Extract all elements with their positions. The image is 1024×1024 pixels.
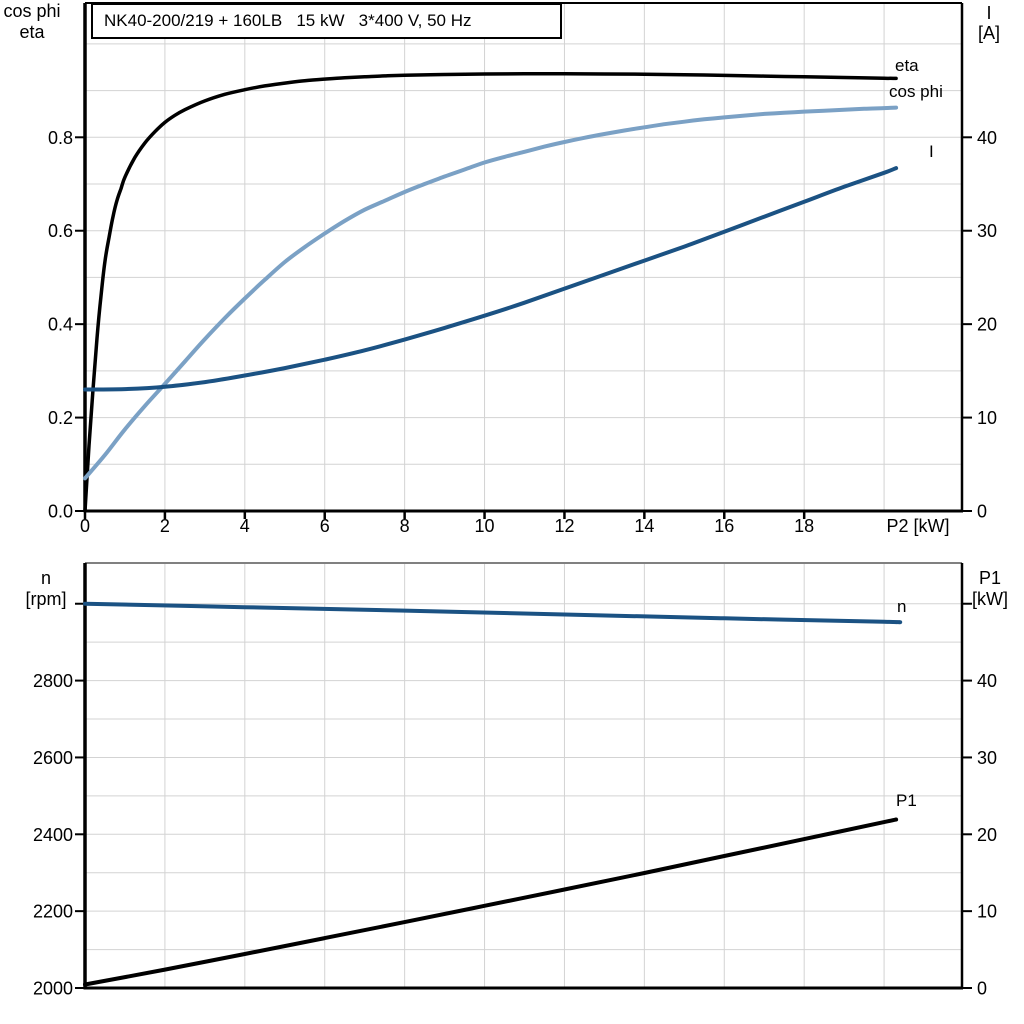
curve-eta	[83, 71, 898, 513]
curve-label-n: n	[897, 597, 906, 616]
chart-title-box: NK40-200/219 + 160LB 15 kW 3*400 V, 50 H…	[91, 3, 562, 39]
tick-label-y-left: 2200	[33, 902, 73, 922]
tick-label-y-right: 40	[977, 671, 997, 691]
tick-label-y-left: 0.0	[48, 502, 73, 522]
curve-cos-phi	[83, 105, 899, 481]
motor-top-group: 0.0 0.2 0.4 0.6 0.8 0 10 20 30 40 0 2 4 6 8 10 12 14 16 18 P…	[48, 2, 997, 536]
tick-label-x: 4	[240, 516, 250, 536]
tick-label-y-left: 2600	[33, 748, 73, 768]
axis-header-current-line2: [A]	[977, 23, 1000, 43]
tick-label-y-right: 30	[977, 748, 997, 768]
axis-header-speed-line2: [rpm]	[25, 589, 67, 609]
curve-p1	[83, 817, 899, 987]
curve-label-cos-phi: cos phi	[889, 82, 943, 101]
tick-label-x: 6	[320, 516, 330, 536]
tick-label-y-right: 0	[977, 979, 987, 999]
tick-label-y-left: 2800	[33, 671, 73, 691]
tick-label-y-right: 20	[977, 825, 997, 845]
tick-label-x: 12	[554, 516, 574, 536]
tick-label-y-left: 0.4	[48, 315, 73, 335]
x-axis-unit-label: P2 [kW]	[886, 516, 949, 536]
tick-label-y-left: 0.8	[48, 128, 73, 148]
tick-label-y-left: 2000	[33, 979, 73, 999]
tick-label-x: 2	[160, 516, 170, 536]
tick-label-x: 18	[794, 516, 814, 536]
tick-label-y-right: 30	[977, 221, 997, 241]
axis-header-p1-line1: P1	[978, 568, 1002, 588]
curve-n	[83, 601, 903, 625]
tick-label-x: 14	[634, 516, 654, 536]
tick-label-x: 8	[400, 516, 410, 536]
motor-bottom-group: 2000 2200 2400 2600 2800 0 10 20 30 40 n P1	[33, 562, 997, 999]
tick-label-x: 16	[714, 516, 734, 536]
curve-label-current: I	[929, 142, 934, 161]
tick-label-y-right: 10	[977, 902, 997, 922]
axis-header-speed-line1: n	[40, 568, 51, 588]
tick-label-y-left: 2400	[33, 825, 73, 845]
tick-label-y-right: 10	[977, 408, 997, 428]
curve-current	[83, 166, 899, 392]
tick-label-y-left: 0.2	[48, 408, 73, 428]
curve-label-eta: eta	[895, 56, 919, 75]
tick-label-x: 10	[475, 516, 495, 536]
tick-label-y-left: 0.6	[48, 221, 73, 241]
axis-header-cosphi-eta-line2: eta	[19, 22, 45, 42]
axis-header-p1-line2: [kW]	[972, 589, 1008, 609]
curve-label-p1: P1	[896, 791, 917, 810]
axis-header-current-line1: I	[986, 3, 992, 23]
tick-label-y-right: 20	[977, 315, 997, 335]
tick-label-y-right: 0	[977, 502, 987, 522]
tick-label-x: 0	[80, 516, 90, 536]
axis-header-cosphi-eta-line1: cos phi	[3, 1, 61, 21]
tick-label-y-right: 40	[977, 128, 997, 148]
